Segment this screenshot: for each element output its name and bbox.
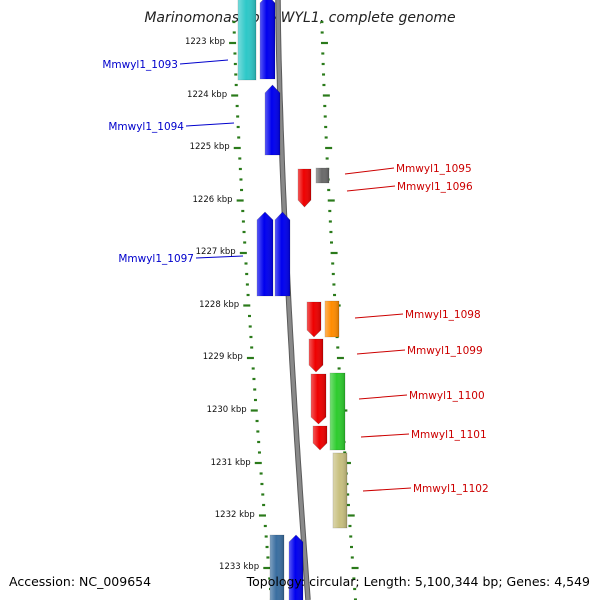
gene-arrow-shade: [307, 302, 321, 337]
tick-label: 1224 kbp: [187, 90, 227, 100]
gene-arrow-shade: [265, 85, 280, 155]
gene-arrow-shade: [325, 301, 339, 337]
leader-line: [356, 349, 406, 355]
topology-text: Topology: circular; Length: 5,100,344 bp…: [246, 574, 590, 589]
backbone: [275, 0, 311, 600]
gene-arrow-shade: [275, 212, 290, 296]
tick-label: 1232 kbp: [215, 510, 255, 520]
gene-arrow-shade: [289, 535, 303, 600]
gene-arrow-shade: [257, 212, 273, 296]
tick-label: 1229 kbp: [203, 352, 243, 362]
gene-label[interactable]: Mmwyl1_1102: [413, 483, 489, 495]
leader-line: [346, 185, 396, 192]
gene-label[interactable]: Mmwyl1_1100: [409, 390, 485, 402]
gene-arrow-shade: [309, 339, 323, 372]
tick-label: 1226 kbp: [193, 195, 233, 205]
leader-line: [354, 313, 404, 319]
gene-labels: Mmwyl1_1093 Mmwyl1_1094 Mmwyl1_1095 Mmwyl1_…: [102, 59, 488, 495]
gene-arrow-shade: [311, 374, 326, 424]
gene-label[interactable]: Mmwyl1_1098: [405, 309, 481, 321]
tick-label: 1227 kbp: [196, 247, 236, 257]
gene-arrow-shade: [333, 453, 347, 528]
leader-line: [362, 487, 412, 492]
gene-arrow-shade: [330, 373, 345, 450]
leader-line: [179, 59, 229, 65]
gene-arrow-shade: [313, 426, 327, 450]
map-title: Marinomonas sp. MWYL1, complete genome: [144, 10, 456, 26]
leader-line: [185, 122, 235, 127]
gene-arrow-shade: [316, 168, 329, 183]
tick-label: 1225 kbp: [190, 142, 230, 152]
tick-label: 1231 kbp: [211, 458, 251, 468]
tick-label: 1228 kbp: [199, 300, 239, 310]
ruler-dashes: [229, 20, 359, 600]
tick-labels: 1223 kbp 1224 kbp 1225 kbp 1226 kbp 1227 kbp…: [185, 37, 259, 572]
leader-lines: [179, 59, 412, 492]
gene-label[interactable]: Mmwyl1_1096: [397, 181, 473, 193]
leader-line: [358, 394, 408, 400]
tick-label: 1233 kbp: [219, 562, 259, 572]
gene-label[interactable]: Mmwyl1_1097: [118, 253, 194, 265]
gene-label[interactable]: Mmwyl1_1093: [102, 59, 178, 71]
gene-arrow-shade: [270, 535, 284, 600]
gene-label[interactable]: Mmwyl1_1099: [407, 345, 483, 357]
gene-label[interactable]: Mmwyl1_1095: [396, 163, 472, 175]
leader-line: [195, 255, 244, 259]
gene-label[interactable]: Mmwyl1_1094: [108, 121, 184, 133]
gene-label[interactable]: Mmwyl1_1101: [411, 429, 487, 441]
leader-line: [344, 167, 395, 175]
backbone-line-edge: [275, 0, 311, 600]
tick-label: 1230 kbp: [207, 405, 247, 415]
tick-label: 1223 kbp: [185, 37, 225, 47]
accession-text: Accession: NC_009654: [9, 574, 152, 589]
gene-track: [237, 0, 348, 600]
gene-arrow-shade: [298, 169, 311, 207]
leader-line: [360, 433, 410, 438]
gene-arrow-shade: [260, 0, 275, 79]
gene-arrow-shade: [238, 0, 256, 80]
